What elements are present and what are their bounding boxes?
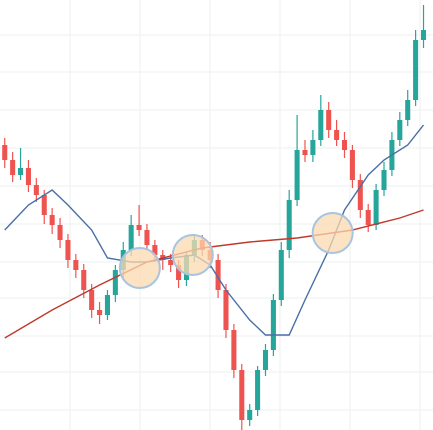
candle-body [112, 270, 118, 295]
candle-body [223, 290, 229, 330]
candle-body [49, 215, 55, 225]
candle-body [18, 168, 24, 175]
candle-body [302, 150, 308, 155]
candle-body [41, 195, 47, 215]
candle-body [373, 190, 379, 225]
candle-body [357, 180, 363, 210]
candle-body [33, 185, 39, 195]
candle-body [247, 410, 253, 420]
candle-body [397, 120, 403, 140]
crossover-highlight [171, 234, 214, 276]
candle-body [239, 370, 245, 420]
candle-body [262, 350, 269, 370]
candle-body [270, 300, 276, 350]
candle-body [420, 30, 427, 40]
candle-body [81, 270, 87, 290]
candle-body [405, 100, 411, 120]
candle-body [2, 145, 8, 160]
candle-body [318, 110, 324, 140]
candle-body [97, 310, 103, 315]
candle-body [10, 160, 16, 175]
candle-body [152, 245, 158, 255]
candle-body [25, 168, 31, 185]
candle-body [349, 150, 355, 180]
candle-body [286, 200, 292, 250]
crossover-highlight [118, 247, 161, 289]
candle-body [365, 210, 371, 225]
candle-body [128, 225, 134, 250]
candle-body [136, 225, 142, 230]
candle-body [65, 240, 71, 260]
candle-body [89, 290, 95, 310]
candle-body [413, 40, 419, 100]
candle-body [255, 370, 261, 410]
candle-body [104, 295, 110, 315]
crossover-highlight [311, 212, 354, 254]
candle-body [57, 225, 63, 240]
moving-average-line [4, 124, 425, 336]
candle-body [231, 330, 237, 370]
candle-body [278, 250, 284, 300]
candle-body [326, 110, 332, 130]
candle-body [73, 260, 79, 270]
moving-average-line [4, 209, 424, 339]
candle-body [294, 150, 300, 200]
candle-body [381, 170, 387, 190]
candle-body [334, 130, 340, 140]
candle-body [168, 260, 174, 265]
candle-body [215, 260, 221, 290]
candle-body [144, 230, 150, 245]
candle-body [310, 140, 316, 155]
candle-body [176, 265, 182, 280]
candle-body [341, 140, 348, 150]
